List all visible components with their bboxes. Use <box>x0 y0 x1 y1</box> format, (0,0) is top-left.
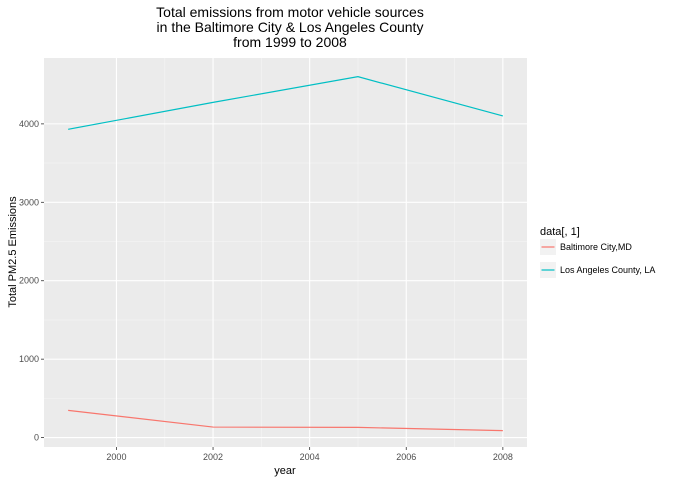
series-line-0 <box>68 409 503 432</box>
legend-label-0: Baltimore City,MD <box>560 242 632 252</box>
legend-label-1: Los Angeles County, LA <box>560 265 655 275</box>
y-tick-label: 3000 <box>19 197 39 207</box>
grid-major <box>44 58 527 447</box>
x-tick-label: 2002 <box>203 452 223 462</box>
y-tick-label: 0 <box>34 433 39 443</box>
x-axis-label: year <box>274 465 296 477</box>
y-axis: 0 1000 2000 3000 4000 <box>19 119 44 443</box>
chart-title-line-3: from 1999 to 2008 <box>233 34 347 50</box>
legend-title: data[, 1] <box>540 226 580 238</box>
chart-title-line-2: in the Baltimore City & Los Angeles Coun… <box>157 19 424 35</box>
grid-minor <box>44 58 527 447</box>
y-tick-label: 4000 <box>19 119 39 129</box>
x-tick-label: 2004 <box>300 452 320 462</box>
x-tick-label: 2000 <box>106 452 126 462</box>
legend: Baltimore City,MD Los Angeles County, LA <box>540 239 655 278</box>
x-axis: 2000 2002 2004 2006 2008 <box>106 447 513 462</box>
y-axis-label: Total PM2.5 Emissions <box>7 196 19 308</box>
x-tick-label: 2006 <box>396 452 416 462</box>
y-tick-label: 2000 <box>19 276 39 286</box>
series-layer <box>68 76 504 432</box>
plot-panel <box>44 58 527 447</box>
chart-title-line-1: Total emissions from motor vehicle sourc… <box>156 4 424 20</box>
series-line-1 <box>68 76 504 130</box>
y-tick-label: 1000 <box>19 354 39 364</box>
x-tick-label: 2008 <box>493 452 513 462</box>
